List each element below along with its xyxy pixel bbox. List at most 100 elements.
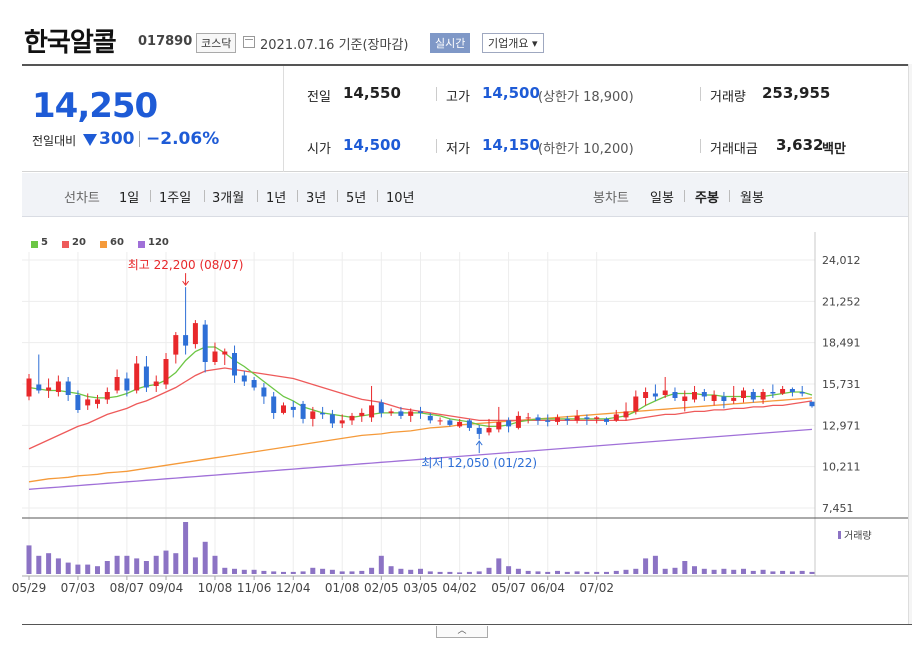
candle-body [506,420,512,427]
line-chart-label: 선차트 [64,191,100,206]
candle-body [300,403,306,419]
divider [436,139,437,153]
volume-bar [662,568,668,574]
candle-body [682,396,688,401]
volume-bar [124,555,130,574]
candle-body [398,411,404,416]
tab-1year[interactable]: 1년 [266,191,287,206]
x-tick-label: 03/05 [403,581,438,595]
volume-bar [809,571,815,574]
open-value: 14,500 [343,136,401,154]
candle-body [672,392,678,398]
candle-body [545,420,551,422]
candle-body [427,415,433,421]
x-tick-label: 10/08 [198,581,233,595]
candle-body [408,411,414,416]
tab-10year[interactable]: 10년 [386,191,415,206]
company-overview-dropdown[interactable]: 기업개요 ▾ [482,33,544,53]
volume-bar [633,568,639,574]
high-label: 고가 [446,90,470,105]
candle-body [290,406,296,410]
candle-body [496,421,502,430]
candle-body [731,397,737,401]
volume-bar [134,558,140,574]
x-tick-label: 07/03 [61,581,96,595]
volume-bar [65,562,71,574]
volume-bar [339,571,345,574]
x-tick-label: 11/06 [237,581,272,595]
candle-body [271,396,277,413]
divider [700,139,701,153]
current-price: 14,250 [32,86,158,126]
tab-3month[interactable]: 3개월 [212,191,245,206]
volume-bar [692,566,697,574]
candle-body [476,427,482,434]
candle-body [584,417,590,419]
volume-bar [232,568,237,574]
tab-monthly[interactable]: 월봉 [740,191,764,206]
volume-bar [95,566,100,574]
volume-bar [447,571,453,574]
candle-body [447,420,453,425]
candle-chart-label: 봉차트 [593,191,629,206]
candle-body [310,411,316,419]
y-tick-label: 15,731 [822,378,861,391]
stock-name: 한국알콜 [24,28,117,58]
volume-bar [349,571,355,574]
market-badge: 코스닥 [196,33,237,53]
tab-5year[interactable]: 5년 [346,191,367,206]
candle-body [261,387,267,397]
high-value: 14,500 [482,84,540,102]
x-tick-label: 02/05 [364,581,399,595]
volume-bar [496,558,502,574]
candle-body [711,395,717,401]
divider [257,190,258,202]
down-arrow-icon [83,134,97,146]
candle-body [652,393,658,397]
volume-bar [604,571,609,574]
y-tick-label: 24,012 [822,254,861,267]
volume-bar [535,571,541,574]
volume-bar [378,555,384,574]
volume-bar [261,570,267,574]
candle-body [662,390,668,395]
candle-body [85,399,91,406]
volume-bar [46,553,52,574]
collapse-chart-button[interactable]: ︿ [436,626,488,638]
candle-body [741,390,746,398]
tab-daily[interactable]: 일봉 [650,191,674,206]
candle-body [760,392,766,400]
volume-bar [682,561,688,574]
amount-value: 3,632 [776,136,824,154]
volume-bar [770,571,776,574]
volume-bar [75,564,81,574]
low-annotation: 최저 12,050 (01/22) [421,456,537,470]
candle-body [173,335,179,355]
volume-bar [251,569,257,574]
candle-body [143,366,149,388]
x-tick-label: 08/07 [110,581,145,595]
volume-bar [652,555,658,574]
tab-3year[interactable]: 3년 [306,191,327,206]
volume-bar [271,571,277,574]
tab-1week[interactable]: 1주일 [159,191,192,206]
candle-body [212,351,218,362]
candle-body [535,417,541,421]
candle-body [281,405,286,413]
volume-bar [192,557,198,574]
volume-bar [476,571,482,574]
volume-bar [545,571,551,574]
candle-body [26,378,32,397]
divider [700,87,701,101]
candle-body [202,324,208,362]
amount-label: 거래대금 [710,142,758,157]
realtime-button[interactable]: 실시간 [430,33,471,53]
tab-1day[interactable]: 1일 [119,191,140,206]
high-annotation: 최고 22,200 (08/07) [128,258,244,272]
tab-weekly[interactable]: 주봉 [695,191,719,206]
volume-bar [701,568,707,574]
candle-body [799,392,805,394]
volume-bar [173,553,179,574]
legend-ma20: 20 [72,237,86,248]
divider [337,190,338,202]
